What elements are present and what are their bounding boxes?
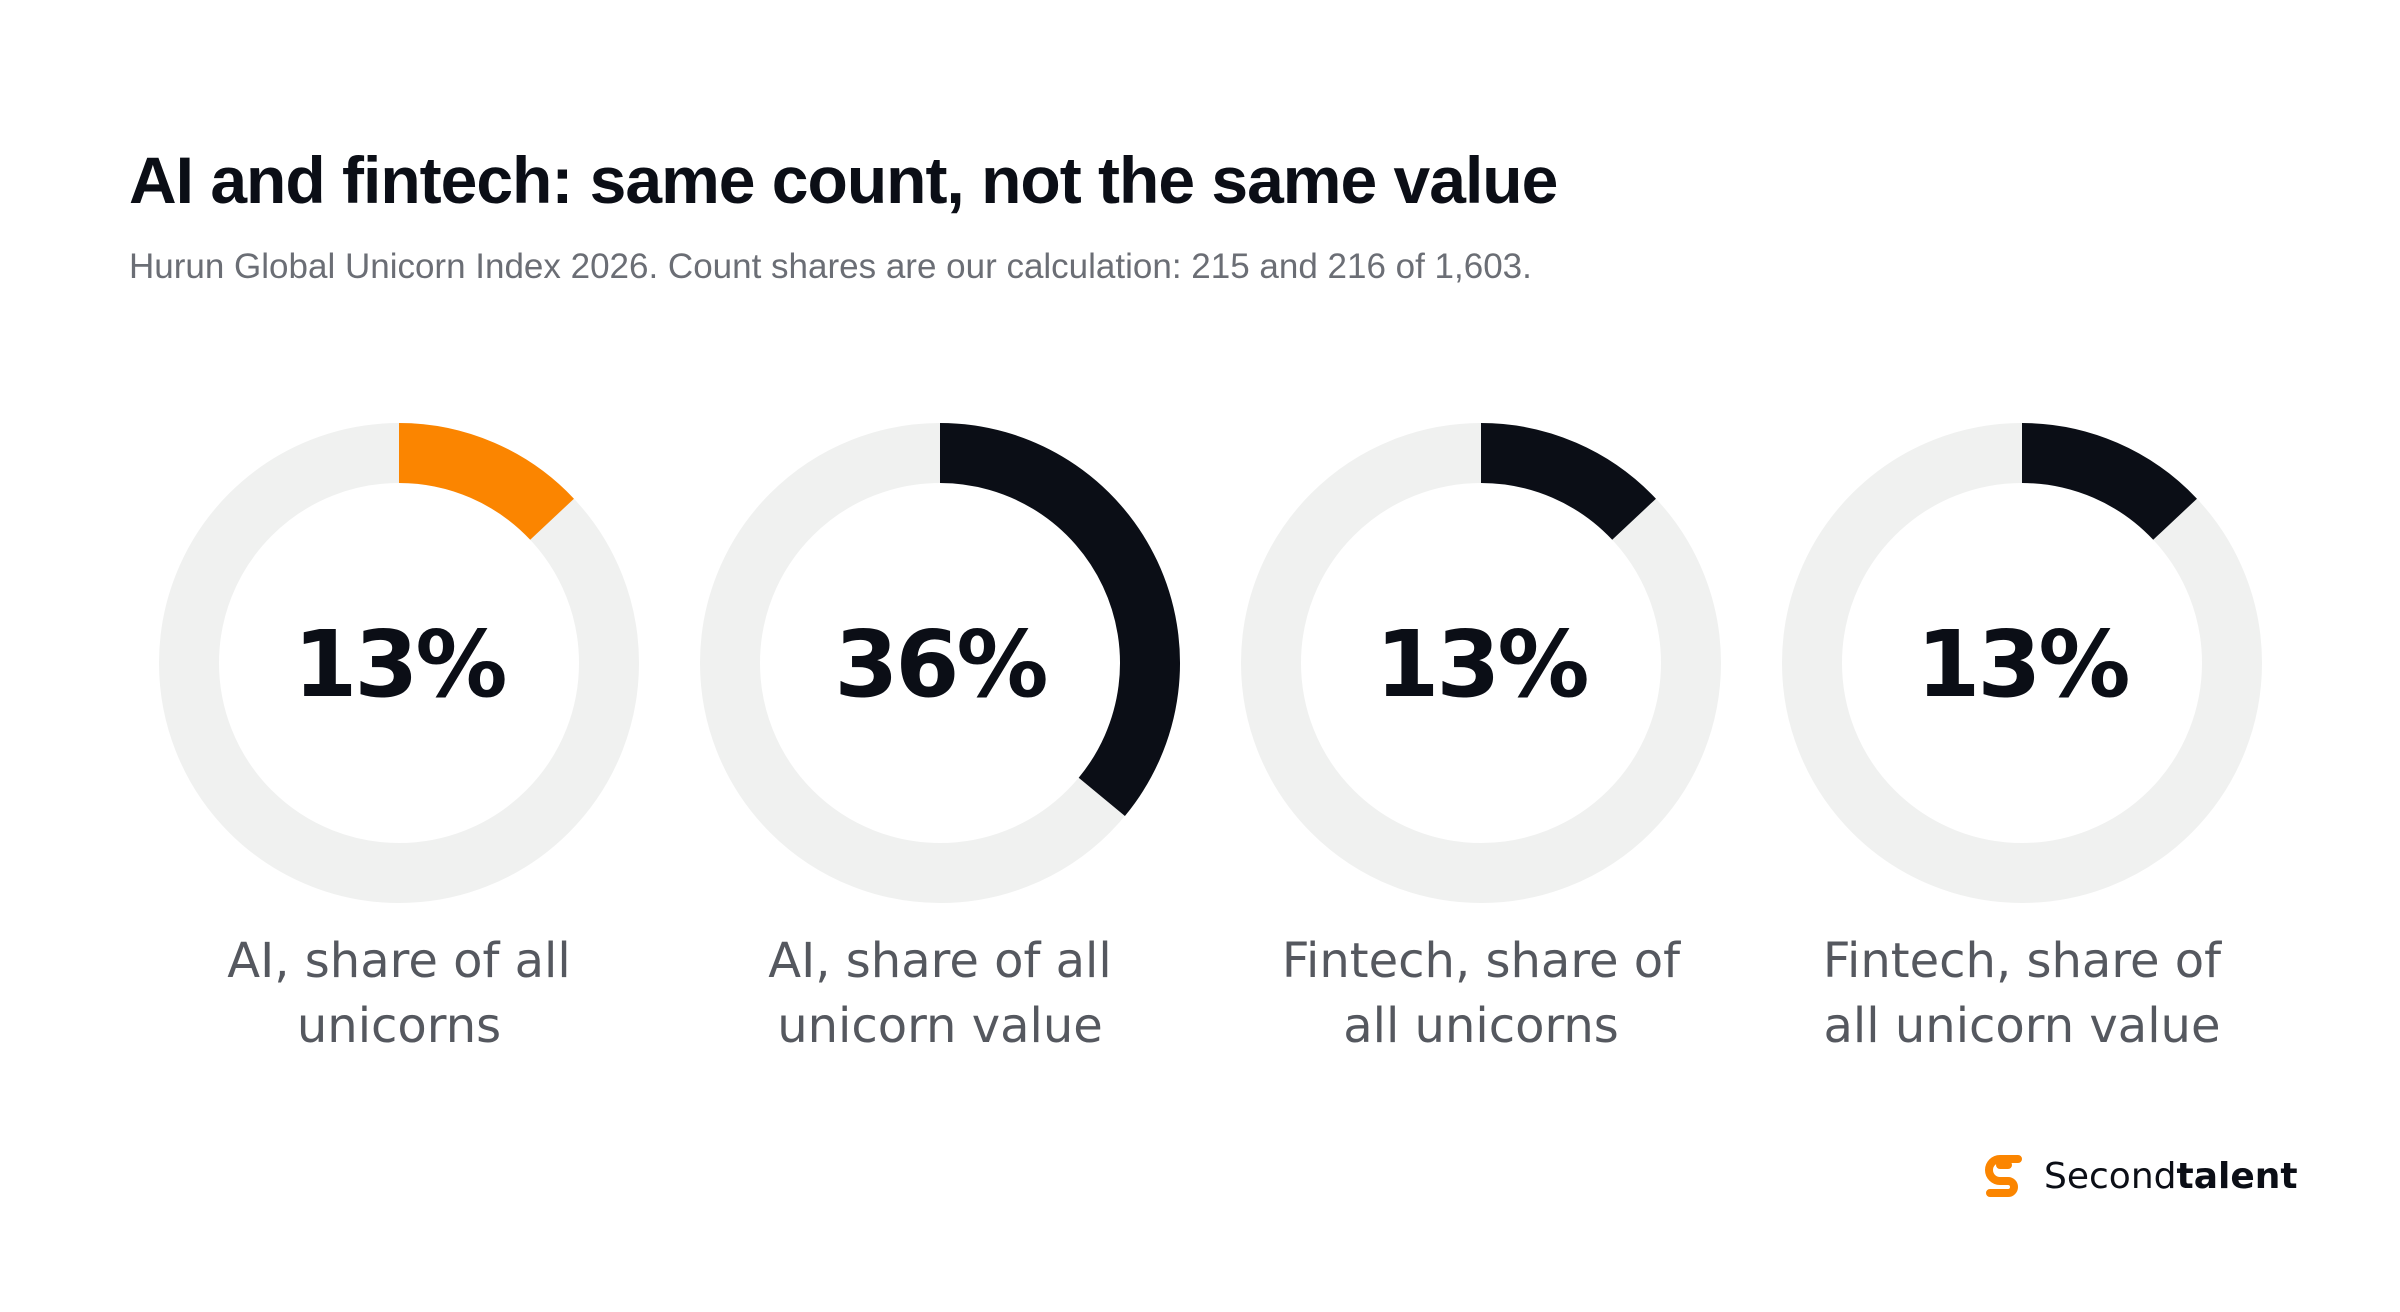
brand-name: Secondtalent [2044, 1156, 2298, 1197]
donut-chart-4: 13% Fintech, share of all unicorn value [1782, 423, 2262, 1054]
donut-segment [398, 423, 574, 541]
donut-segment [1480, 423, 1656, 541]
donut-track [700, 423, 1180, 903]
donut-value-label: 13% [1375, 611, 1587, 718]
donut-value-label: 13% [293, 611, 505, 718]
donut-value-label: 13% [1916, 611, 2128, 718]
donut-category-label: all unicorns [1343, 998, 1619, 1054]
brand-name-bold: talent [2176, 1155, 2298, 1197]
donut-segment [2021, 423, 2197, 541]
donut-category-label: AI, share of all [768, 933, 1111, 989]
chart-subtitle: Hurun Global Unicorn Index 2026. Count s… [129, 247, 1532, 286]
chart-title: AI and fintech: same count, not the same… [129, 143, 1558, 217]
donut-track [1782, 423, 2262, 903]
donut-track [159, 423, 639, 903]
donut-chart-3: 13% Fintech, share of all unicorns [1241, 423, 1721, 1054]
brand-name-light: Second [2044, 1155, 2177, 1197]
donut-category-label: Fintech, share of [1823, 933, 2222, 989]
secondtalent-logo-icon [1985, 1155, 2022, 1197]
donut-value-label: 36% [834, 611, 1046, 718]
donut-segment [939, 423, 1180, 816]
donut-category-label: all unicorn value [1824, 998, 2221, 1054]
donut-track [1241, 423, 1721, 903]
donut-category-label: unicorn value [777, 998, 1103, 1054]
brand-logo: Secondtalent [1978, 1148, 2298, 1204]
donut-category-label: unicorns [297, 998, 501, 1054]
donut-chart-2: 36% AI, share of all unicorn value [700, 423, 1180, 1054]
donut-chart-1: 13% AI, share of all unicorns [159, 423, 639, 1054]
donut-category-label: Fintech, share of [1282, 933, 1681, 989]
donut-category-label: AI, share of all [227, 933, 570, 989]
